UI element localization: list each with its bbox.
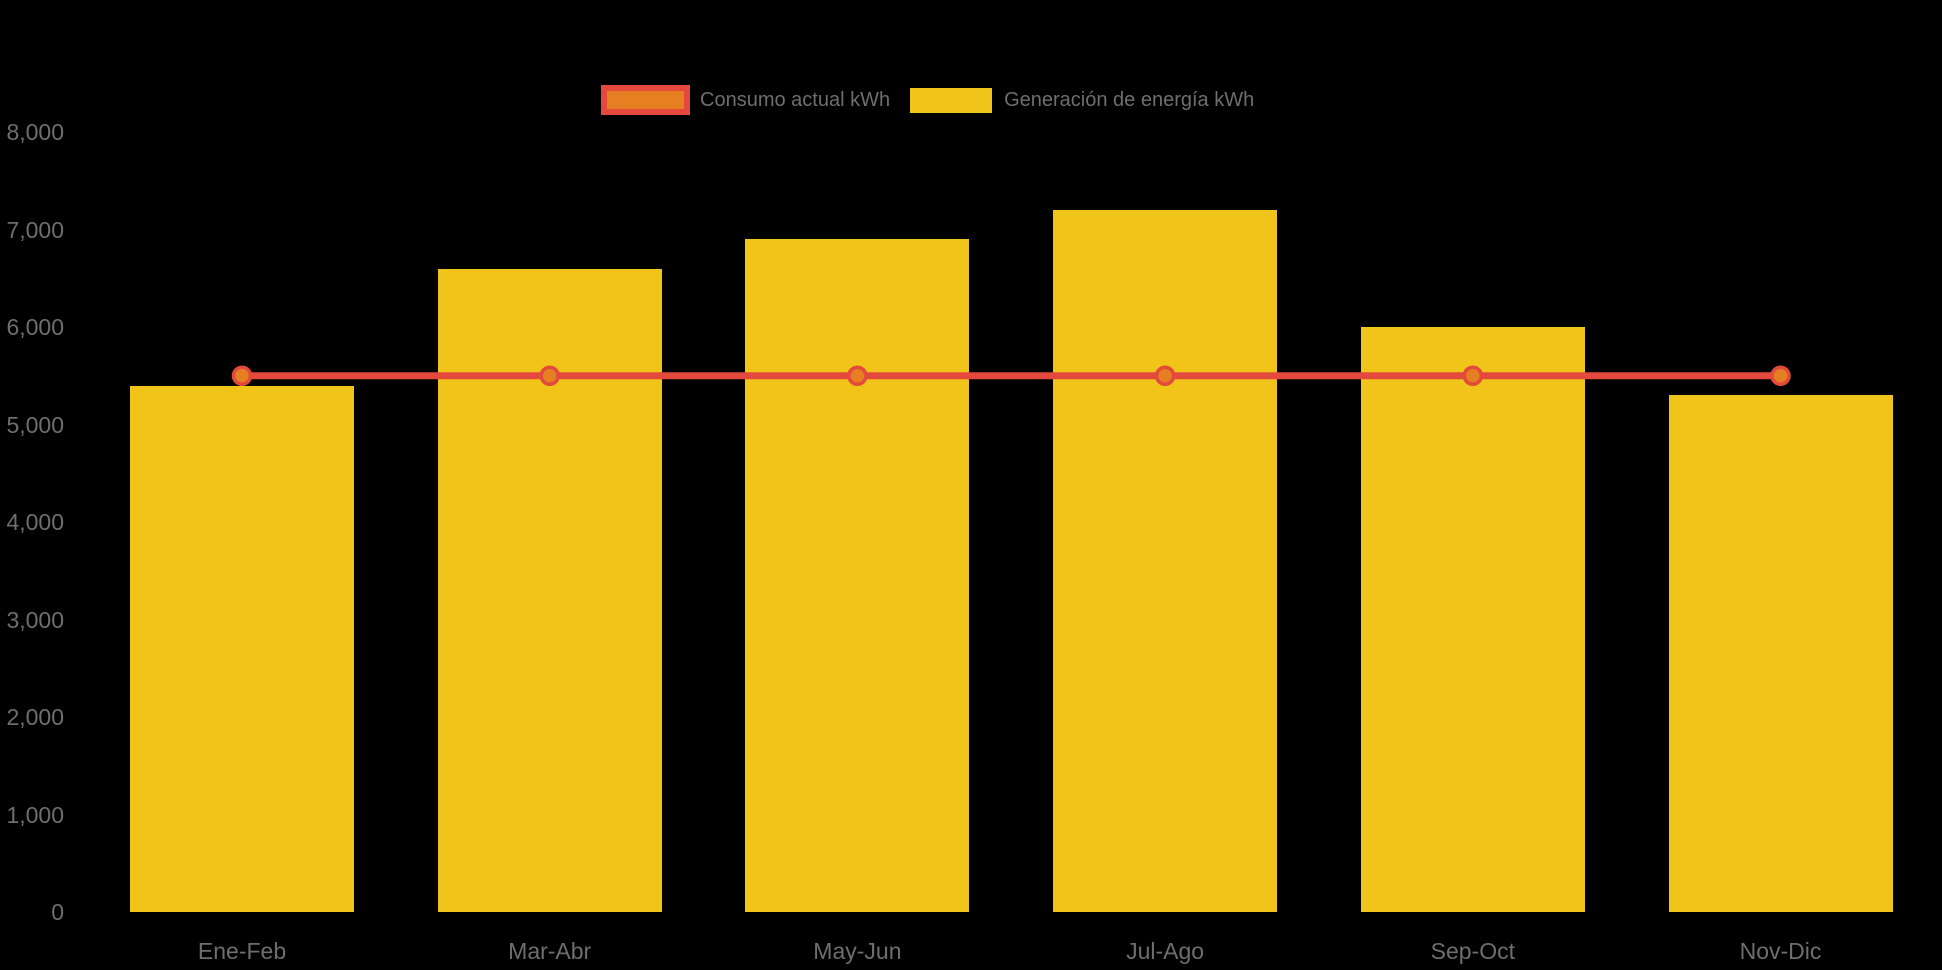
y-tick-label-5,000: 5,000 xyxy=(6,411,64,438)
y-tick-label-3,000: 3,000 xyxy=(6,606,64,633)
legend-item-generacion[interactable]: Generación de energía kWh xyxy=(910,87,1255,113)
bar-Jul-Ago[interactable] xyxy=(1053,210,1278,912)
line-point-Nov-Dic[interactable] xyxy=(1770,365,1791,386)
y-tick-label-8,000: 8,000 xyxy=(6,119,64,145)
y-tick-label-0: 0 xyxy=(51,899,64,925)
bar-Nov-Dic[interactable] xyxy=(1668,395,1893,912)
chart-legend: Consumo actual kWh Generación de energía… xyxy=(601,85,1254,115)
bar-Mar-Abr[interactable] xyxy=(437,268,662,912)
x-axis-label-Ene-Feb: Ene-Feb xyxy=(197,938,287,964)
x-axis-label-Sep-Oct: Sep-Oct xyxy=(1430,938,1515,964)
bar-Sep-Oct[interactable] xyxy=(1360,327,1585,912)
legend-label-generacion: Generación de energía kWh xyxy=(1004,88,1255,111)
bar-May-Jun[interactable] xyxy=(745,239,970,912)
legend-swatch-line-icon xyxy=(601,85,690,115)
x-axis-label-Nov-Dic: Nov-Dic xyxy=(1739,938,1822,964)
y-tick-label-4,000: 4,000 xyxy=(6,509,64,535)
x-axis-label-Jul-Ago: Jul-Ago xyxy=(1126,938,1205,964)
y-tick-label-1,000: 1,000 xyxy=(6,801,64,828)
y-tick-label-7,000: 7,000 xyxy=(6,216,64,243)
x-axis-label-Mar-Abr: Mar-Abr xyxy=(508,938,592,964)
legend-item-consumo-actual[interactable]: Consumo actual kWh xyxy=(601,85,890,115)
line-point-Ene-Feb[interactable] xyxy=(231,365,253,386)
y-tick-label-6,000: 6,000 xyxy=(6,314,64,340)
bar-Ene-Feb[interactable] xyxy=(130,385,354,912)
legend-label-consumo-actual: Consumo actual kWh xyxy=(700,88,891,111)
y-tick-label-2,000: 2,000 xyxy=(6,704,64,730)
x-axis-label-May-Jun: May-Jun xyxy=(813,938,902,964)
legend-swatch-bar-icon xyxy=(910,87,993,113)
